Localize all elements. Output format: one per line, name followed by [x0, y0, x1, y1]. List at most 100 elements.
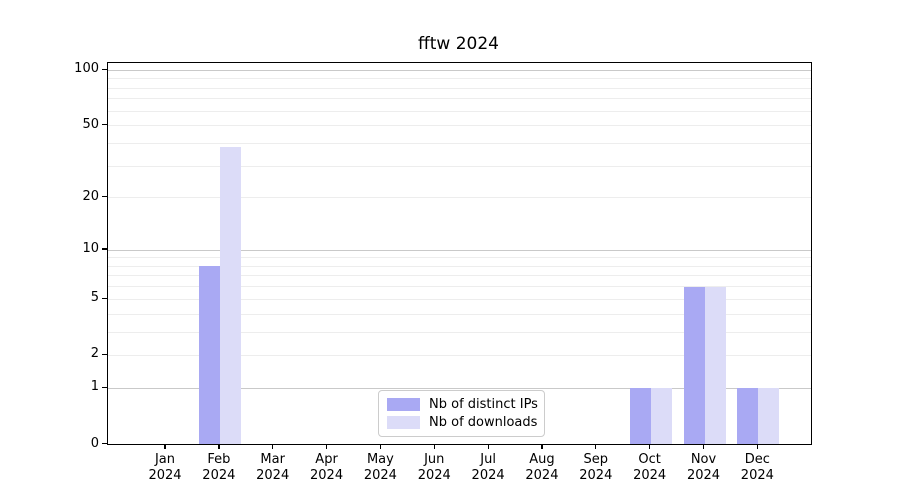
legend-entry-downloads: Nb of downloads — [387, 414, 538, 430]
gridline-minor-3 — [108, 331, 811, 333]
x-tick-label-jun: Jun 2024 — [402, 452, 466, 485]
x-tick-label-month: Mar — [260, 451, 285, 467]
y-tick-100 — [102, 68, 107, 70]
y-tick-50 — [102, 124, 107, 126]
x-tick-label-year: 2024 — [202, 468, 236, 483]
gridline-minor-2 — [108, 354, 811, 356]
x-tick-label-month: Aug — [529, 451, 555, 467]
x-tick-label-month: Jan — [154, 451, 176, 467]
gridline-minor-90 — [108, 78, 811, 80]
gridline-minor-4 — [108, 313, 811, 315]
bar-nov-downloads — [704, 286, 726, 445]
gridline-minor-8 — [108, 265, 811, 267]
x-tick-label-year: 2024 — [579, 468, 613, 483]
bar-dec-downloads — [758, 388, 780, 445]
x-tick-sep — [595, 443, 597, 449]
legend-entry-distinct-ips: Nb of distinct IPs — [387, 397, 538, 413]
y-tick-label-100: 100 — [74, 61, 99, 77]
gridline-minor-80 — [108, 87, 811, 89]
legend-swatch-downloads — [387, 415, 420, 429]
x-tick-nov — [702, 443, 705, 449]
gridline-minor-70 — [108, 98, 811, 100]
gridline-minor-60 — [108, 110, 811, 112]
x-tick-label-year: 2024 — [525, 468, 559, 483]
x-tick-label-sep: Sep 2024 — [564, 452, 628, 485]
x-tick-mar — [272, 443, 274, 449]
y-tick-label-20: 20 — [82, 188, 99, 204]
x-tick-label-month: Dec — [744, 451, 770, 467]
x-tick-label-month: Jul — [480, 451, 496, 467]
plot-area — [107, 62, 812, 445]
bar-nov-distinct-ips — [683, 286, 705, 445]
x-tick-label-year: 2024 — [686, 468, 721, 483]
y-tick-label-5: 5 — [90, 290, 99, 306]
gridline-major-1 — [108, 387, 811, 389]
x-tick-may — [379, 443, 382, 449]
gridline-minor-50 — [108, 125, 811, 127]
gridline-minor-6 — [108, 286, 811, 288]
x-tick-label-oct: Oct 2024 — [618, 452, 682, 485]
x-tick-jan — [164, 443, 166, 449]
x-tick-label-mar: Mar 2024 — [241, 452, 305, 485]
x-tick-label-dec: Dec 2024 — [725, 452, 789, 485]
x-tick-aug — [541, 443, 543, 449]
x-tick-apr — [325, 443, 328, 449]
x-tick-label-jan: Jan 2024 — [133, 452, 197, 485]
x-tick-label-year: 2024 — [148, 468, 182, 483]
x-tick-jul — [487, 443, 489, 449]
gridline-major-10 — [108, 249, 811, 251]
x-tick-label-month: Apr — [315, 451, 338, 467]
x-tick-label-year: 2024 — [633, 468, 667, 483]
x-tick-jun — [433, 443, 435, 449]
y-tick-1 — [102, 386, 107, 388]
x-tick-feb — [218, 443, 220, 449]
x-tick-label-month: Nov — [690, 451, 717, 467]
y-tick-10 — [102, 248, 107, 250]
legend: Nb of distinct IPs Nb of downloads — [378, 390, 545, 437]
x-tick-label-month: Sep — [583, 451, 609, 467]
gridline-minor-40 — [108, 142, 811, 144]
x-tick-dec — [756, 443, 759, 449]
y-tick-label-2: 2 — [90, 346, 99, 362]
gridline-minor-5 — [108, 298, 811, 300]
x-tick-label-month: May — [366, 451, 394, 467]
bar-oct-downloads — [650, 388, 672, 445]
x-tick-label-month: Oct — [638, 451, 661, 467]
y-tick-2 — [102, 353, 107, 356]
gridline-minor-9 — [108, 257, 811, 259]
x-tick-label-year: 2024 — [740, 468, 774, 483]
y-tick-5 — [102, 297, 107, 299]
x-tick-label-jul: Jul 2024 — [456, 452, 520, 485]
x-tick-oct — [649, 443, 651, 449]
y-tick-label-10: 10 — [82, 241, 99, 257]
y-tick-20 — [102, 196, 107, 198]
x-tick-label-aug: Aug 2024 — [510, 452, 574, 485]
x-tick-label-year: 2024 — [417, 468, 451, 483]
bar-feb-downloads — [219, 147, 241, 445]
legend-label-downloads: Nb of downloads — [429, 414, 538, 430]
x-tick-label-month: Feb — [207, 451, 231, 467]
gridline-major-100 — [108, 69, 811, 71]
x-tick-label-nov: Nov 2024 — [672, 452, 736, 485]
x-tick-label-year: 2024 — [363, 468, 397, 483]
x-tick-label-month: Jun — [424, 451, 445, 467]
x-tick-label-feb: Feb 2024 — [187, 452, 251, 485]
gridline-minor-7 — [108, 275, 811, 277]
bar-oct-distinct-ips — [629, 388, 651, 445]
x-tick-label-year: 2024 — [471, 468, 505, 483]
x-tick-label-year: 2024 — [310, 468, 344, 483]
bar-feb-distinct-ips — [198, 266, 220, 445]
y-tick-label-50: 50 — [82, 116, 99, 132]
legend-swatch-distinct-ips — [387, 398, 420, 412]
y-tick-0 — [102, 442, 107, 445]
y-tick-label-1: 1 — [90, 379, 99, 395]
bar-dec-distinct-ips — [737, 388, 759, 445]
legend-label-distinct-ips: Nb of distinct IPs — [429, 397, 538, 413]
y-tick-label-0: 0 — [90, 435, 99, 451]
gridline-minor-20 — [108, 197, 811, 199]
gridline-minor-30 — [108, 165, 811, 167]
x-tick-label-year: 2024 — [256, 468, 290, 483]
x-tick-label-apr: Apr 2024 — [295, 452, 359, 485]
x-tick-label-may: May 2024 — [348, 452, 412, 485]
